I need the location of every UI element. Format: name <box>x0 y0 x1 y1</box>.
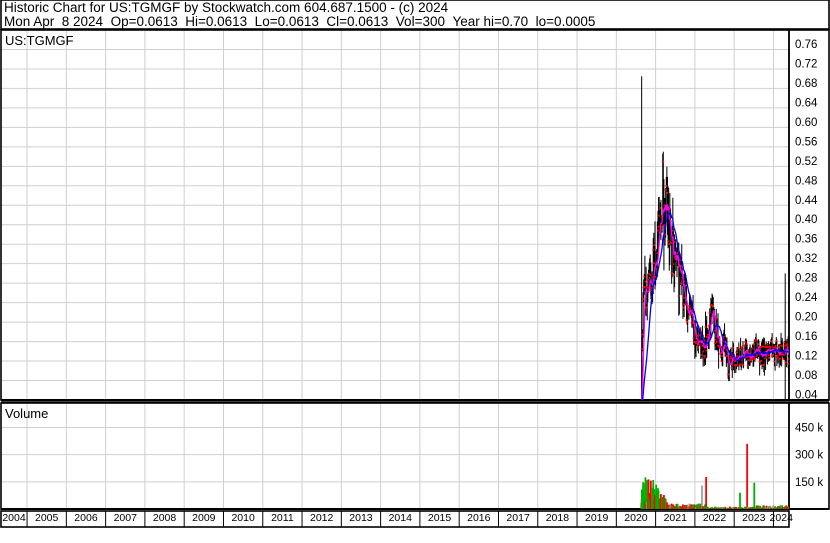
svg-text:0.32: 0.32 <box>795 253 817 265</box>
svg-text:2022: 2022 <box>703 512 727 524</box>
svg-text:2021: 2021 <box>664 512 688 524</box>
svg-text:450 k: 450 k <box>795 423 823 435</box>
svg-text:2012: 2012 <box>310 512 334 524</box>
svg-text:0.68: 0.68 <box>795 78 817 90</box>
svg-text:2009: 2009 <box>192 512 216 524</box>
svg-text:0.64: 0.64 <box>795 97 818 109</box>
svg-text:150 k: 150 k <box>795 477 823 489</box>
svg-text:2007: 2007 <box>114 512 138 524</box>
svg-text:2006: 2006 <box>74 512 98 524</box>
svg-text:0.40: 0.40 <box>795 214 817 226</box>
svg-text:0.60: 0.60 <box>795 117 817 129</box>
svg-text:0.76: 0.76 <box>795 39 817 51</box>
svg-text:0.28: 0.28 <box>795 273 817 285</box>
svg-text:2010: 2010 <box>231 512 255 524</box>
svg-text:0.12: 0.12 <box>795 351 817 363</box>
svg-text:2004: 2004 <box>2 512 26 524</box>
svg-text:2011: 2011 <box>271 512 294 524</box>
svg-text:0.16: 0.16 <box>795 331 817 343</box>
svg-text:0.44: 0.44 <box>795 195 818 207</box>
svg-text:2024: 2024 <box>770 512 794 524</box>
svg-text:0.36: 0.36 <box>795 234 817 246</box>
svg-text:0.48: 0.48 <box>795 175 817 187</box>
svg-text:2016: 2016 <box>467 512 491 524</box>
svg-text:2019: 2019 <box>585 512 609 524</box>
svg-text:2023: 2023 <box>742 512 766 524</box>
svg-text:2014: 2014 <box>389 512 413 524</box>
svg-text:2018: 2018 <box>546 512 570 524</box>
svg-text:0.56: 0.56 <box>795 136 817 148</box>
svg-text:0.08: 0.08 <box>795 370 817 382</box>
svg-text:2008: 2008 <box>153 512 177 524</box>
svg-text:2005: 2005 <box>35 512 59 524</box>
svg-text:0.72: 0.72 <box>795 58 817 70</box>
svg-text:2017: 2017 <box>506 512 530 524</box>
svg-text:0.52: 0.52 <box>795 156 817 168</box>
svg-text:0.24: 0.24 <box>795 292 818 304</box>
svg-text:0.20: 0.20 <box>795 312 817 324</box>
svg-text:2013: 2013 <box>349 512 373 524</box>
svg-text:2015: 2015 <box>428 512 452 524</box>
svg-text:300 k: 300 k <box>795 450 823 462</box>
svg-text:2020: 2020 <box>624 512 648 524</box>
